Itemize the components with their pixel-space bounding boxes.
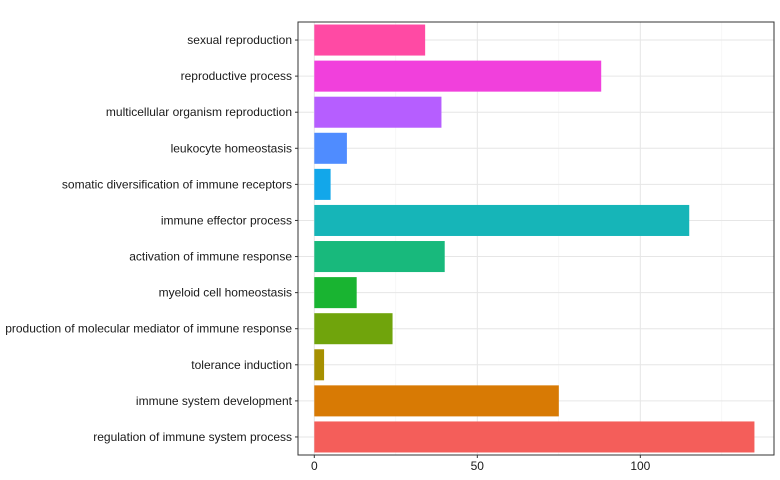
category-label: activation of immune response xyxy=(129,250,292,264)
bar xyxy=(314,241,445,273)
x-tick-label: 0 xyxy=(311,459,318,473)
bar xyxy=(314,60,602,92)
category-label: multicellular organism reproduction xyxy=(106,105,292,119)
category-label: tolerance induction xyxy=(191,358,292,372)
x-tick-label: 50 xyxy=(471,459,485,473)
category-label: regulation of immune system process xyxy=(93,430,292,444)
category-label: reproductive process xyxy=(181,69,292,83)
category-label: immune effector process xyxy=(161,213,292,227)
category-label: somatic diversification of immune recept… xyxy=(62,177,292,191)
plot-panel-border xyxy=(297,21,775,456)
category-label: myeloid cell homeostasis xyxy=(159,286,292,300)
category-labels: sexual reproduction reproductive process m… xyxy=(5,33,298,444)
bar xyxy=(314,349,325,381)
bar xyxy=(314,313,393,345)
bar xyxy=(314,277,357,309)
bar xyxy=(314,421,755,453)
x-axis-ticks: 0 50 100 xyxy=(311,455,651,473)
bar xyxy=(314,96,442,128)
category-label: immune system development xyxy=(136,394,293,408)
category-label: sexual reproduction xyxy=(187,33,292,47)
bars-group xyxy=(314,24,755,453)
bar xyxy=(314,24,426,56)
bar xyxy=(314,385,559,417)
bar xyxy=(314,168,331,200)
category-label: production of molecular mediator of immu… xyxy=(5,322,292,336)
category-label: leukocyte homeostasis xyxy=(171,141,292,155)
bar xyxy=(314,204,690,236)
bar xyxy=(314,132,347,164)
x-tick-label: 100 xyxy=(630,459,650,473)
